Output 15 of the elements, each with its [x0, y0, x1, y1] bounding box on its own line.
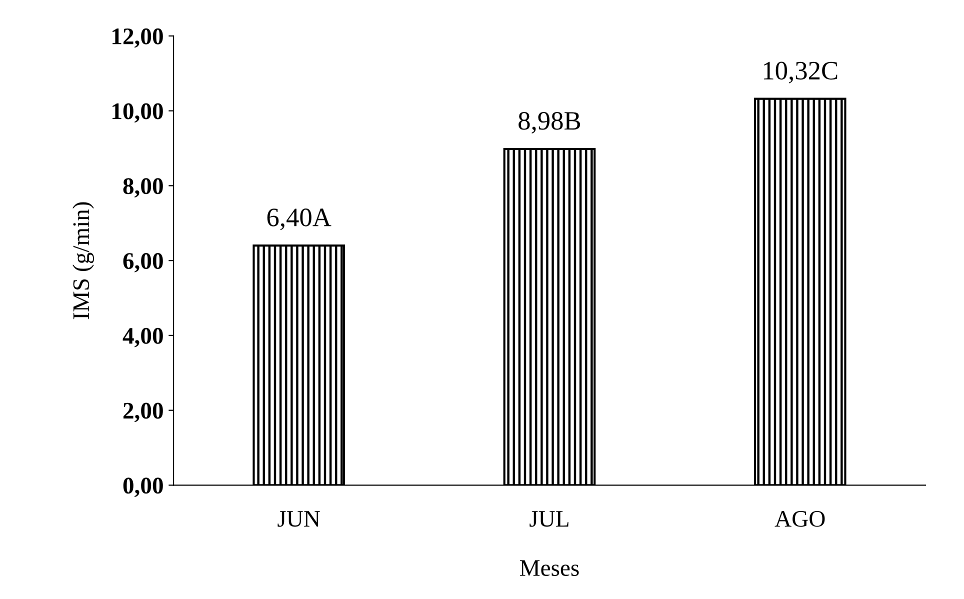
- data-label: 8,98B: [518, 112, 580, 134]
- y-tick-label: 8,00: [123, 178, 163, 198]
- x-tick-label: JUL: [530, 511, 568, 527]
- y-tick-label: 0,00: [123, 478, 163, 498]
- y-tick-label: 6,00: [123, 253, 163, 272]
- data-label: 6,40A: [267, 208, 332, 230]
- y-tick-label: 4,00: [122, 328, 163, 348]
- x-tick-label: AGO: [774, 510, 825, 527]
- x-axis-title: Meses: [520, 560, 579, 576]
- data-label: 10,32C: [764, 62, 838, 84]
- x-tick-label: JUN: [278, 511, 320, 527]
- y-axis-title: IMS (g/min): [72, 202, 94, 320]
- y-tick-label: 12,00: [112, 28, 163, 48]
- y-tick-label: 2,00: [123, 402, 163, 422]
- y-tick-label: 10,00: [112, 103, 163, 123]
